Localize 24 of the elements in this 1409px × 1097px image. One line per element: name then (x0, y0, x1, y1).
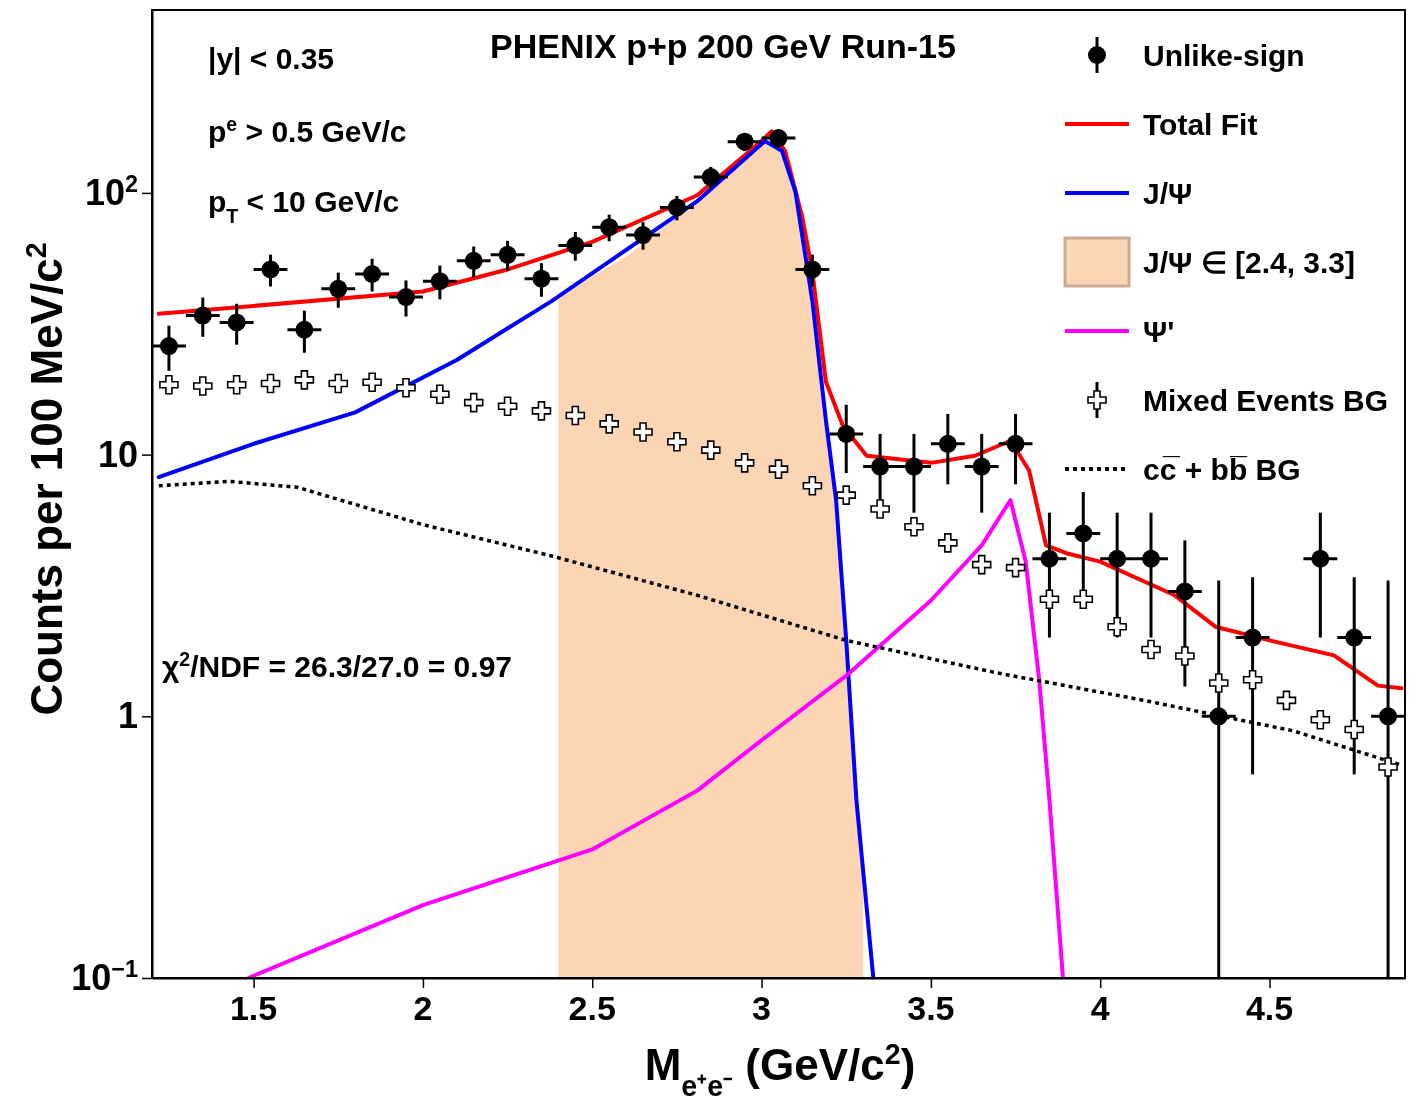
annotation: χ$^{2}$/NDF = 26.3/27.0 = 0.97 (162, 648, 513, 683)
annotation: p$^{e}$ > 0.5 GeV/c (208, 113, 407, 148)
annotation: p$_{T}$ < 10 GeV/c (208, 185, 400, 227)
legend-label: cc̅ + bb̅ BG (1143, 453, 1301, 486)
y-tick-label: 1 (117, 695, 138, 737)
x-tick-label: 2.5 (568, 989, 616, 1027)
x-tick-label: 4 (1090, 989, 1110, 1027)
y-tick-label: 10$^{−1}$ (71, 956, 138, 998)
legend-label: Ψ' (1143, 315, 1175, 348)
x-axis-title: M$_{e⁺e⁻}$ (GeV/c$^{2}$) (644, 1038, 916, 1097)
x-tick-label: 1.5 (229, 989, 278, 1027)
x-tick-label: 3 (752, 989, 772, 1027)
annotation: |y| < 0.35 (208, 42, 335, 75)
y-tick-label: 10 (97, 433, 138, 475)
legend-label: Total Fit (1143, 108, 1258, 141)
legend-label: Mixed Events BG (1143, 384, 1389, 417)
x-tick-label: 4.5 (1245, 989, 1294, 1027)
legend-label: J/Ψ (1143, 177, 1193, 210)
x-tick-label: 3.5 (907, 989, 955, 1027)
legend-label: J/Ψ ∈ [2.4, 3.3] (1143, 246, 1356, 279)
text: PHENIX p+p 200 GeV Run-15 (490, 27, 956, 65)
y-tick-label: 10$^{2}$ (84, 170, 138, 213)
x-tick-label: 2 (413, 989, 433, 1027)
legend-label: Unlike-sign (1143, 39, 1305, 72)
